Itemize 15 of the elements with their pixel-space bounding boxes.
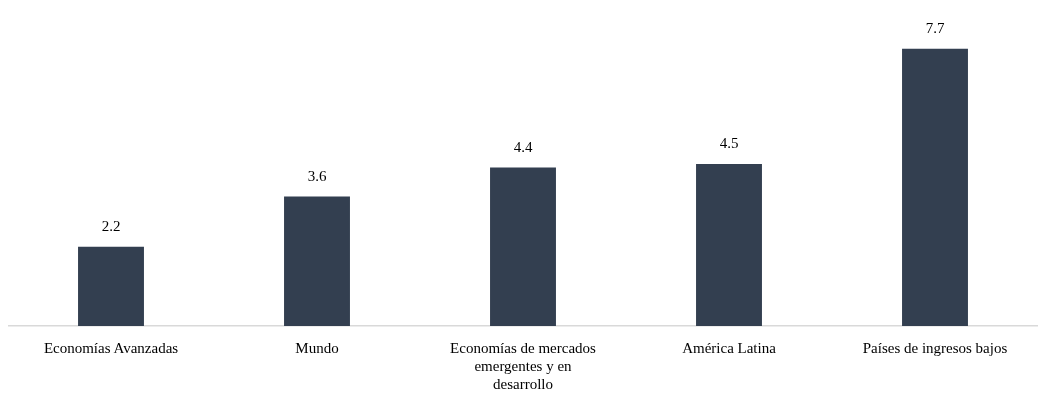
data-label: 7.7 bbox=[925, 20, 945, 37]
bar bbox=[696, 164, 762, 326]
x-tick-label: Mundo bbox=[295, 339, 339, 356]
bar bbox=[902, 48, 968, 326]
x-tick-label: América Latina bbox=[682, 339, 777, 356]
x-tick-label: Economías de mercados emergentes y en desarrollo bbox=[450, 339, 597, 392]
bar bbox=[78, 246, 144, 326]
x-tick-label: Países de ingresos bajos bbox=[862, 339, 1008, 356]
bar bbox=[490, 167, 556, 326]
data-label: 4.4 bbox=[513, 139, 533, 156]
x-tick-label: Economías Avanzadas bbox=[43, 339, 179, 356]
bar bbox=[284, 196, 350, 326]
data-label: 4.5 bbox=[719, 135, 739, 152]
data-label: 2.2 bbox=[101, 218, 121, 235]
data-label: 3.6 bbox=[307, 167, 327, 184]
